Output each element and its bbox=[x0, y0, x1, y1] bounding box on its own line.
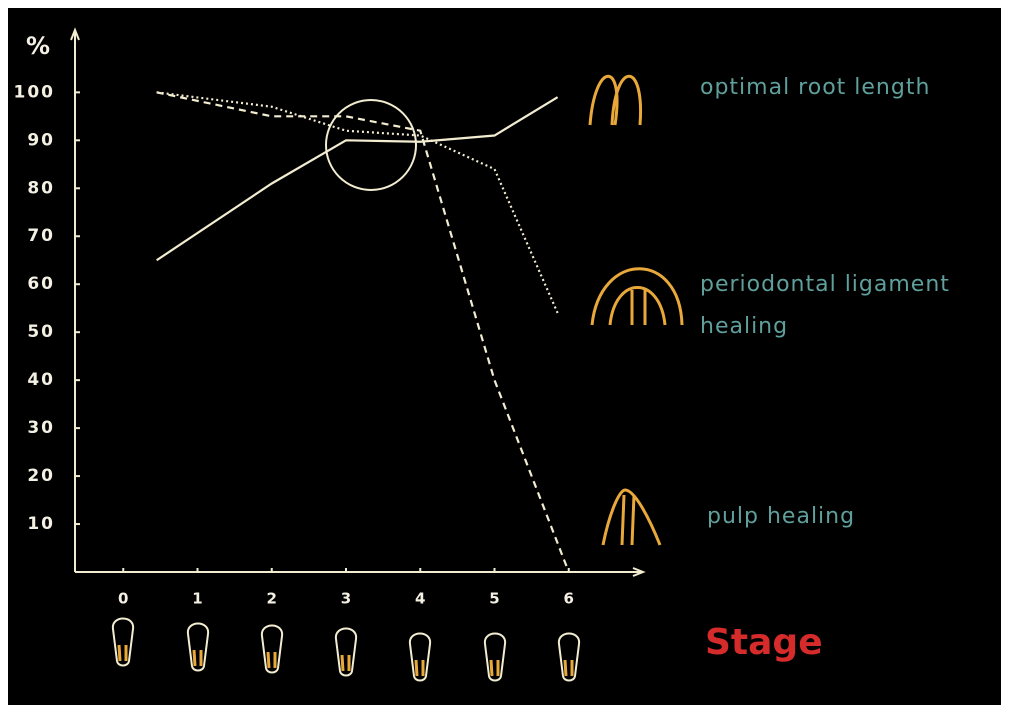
slide: % 10 20 30 40 50 60 70 80 90 100 0 1 2 3 4 5 6 optimal ro… bbox=[0, 0, 1009, 715]
y-tick-label: 60 bbox=[27, 274, 55, 294]
legend-label: optimal root length bbox=[700, 67, 1000, 109]
x-tick-label: 1 bbox=[192, 590, 202, 608]
y-tick-label: 90 bbox=[27, 130, 55, 150]
legend-label: pulp healing bbox=[707, 496, 1007, 538]
y-tick-label: 50 bbox=[27, 322, 55, 342]
x-tick-label: 5 bbox=[489, 590, 499, 608]
y-axis-label: % bbox=[26, 32, 50, 60]
y-tick-label: 70 bbox=[27, 226, 55, 246]
x-tick-label: 6 bbox=[564, 590, 574, 608]
x-tick-label: 0 bbox=[118, 590, 128, 608]
x-tick-label: 3 bbox=[341, 590, 351, 608]
x-tick-label: 4 bbox=[415, 590, 425, 608]
x-tick-label: 2 bbox=[267, 590, 277, 608]
legend-label: periodontal ligament healing bbox=[700, 264, 1000, 348]
y-tick-label: 100 bbox=[14, 82, 56, 102]
background bbox=[8, 8, 1001, 705]
y-tick-label: 40 bbox=[27, 370, 55, 390]
x-axis-label: Stage bbox=[705, 622, 823, 663]
y-tick-label: 80 bbox=[27, 178, 55, 198]
y-tick-label: 20 bbox=[27, 466, 55, 486]
y-tick-label: 10 bbox=[27, 514, 55, 534]
y-tick-label: 30 bbox=[27, 418, 55, 438]
